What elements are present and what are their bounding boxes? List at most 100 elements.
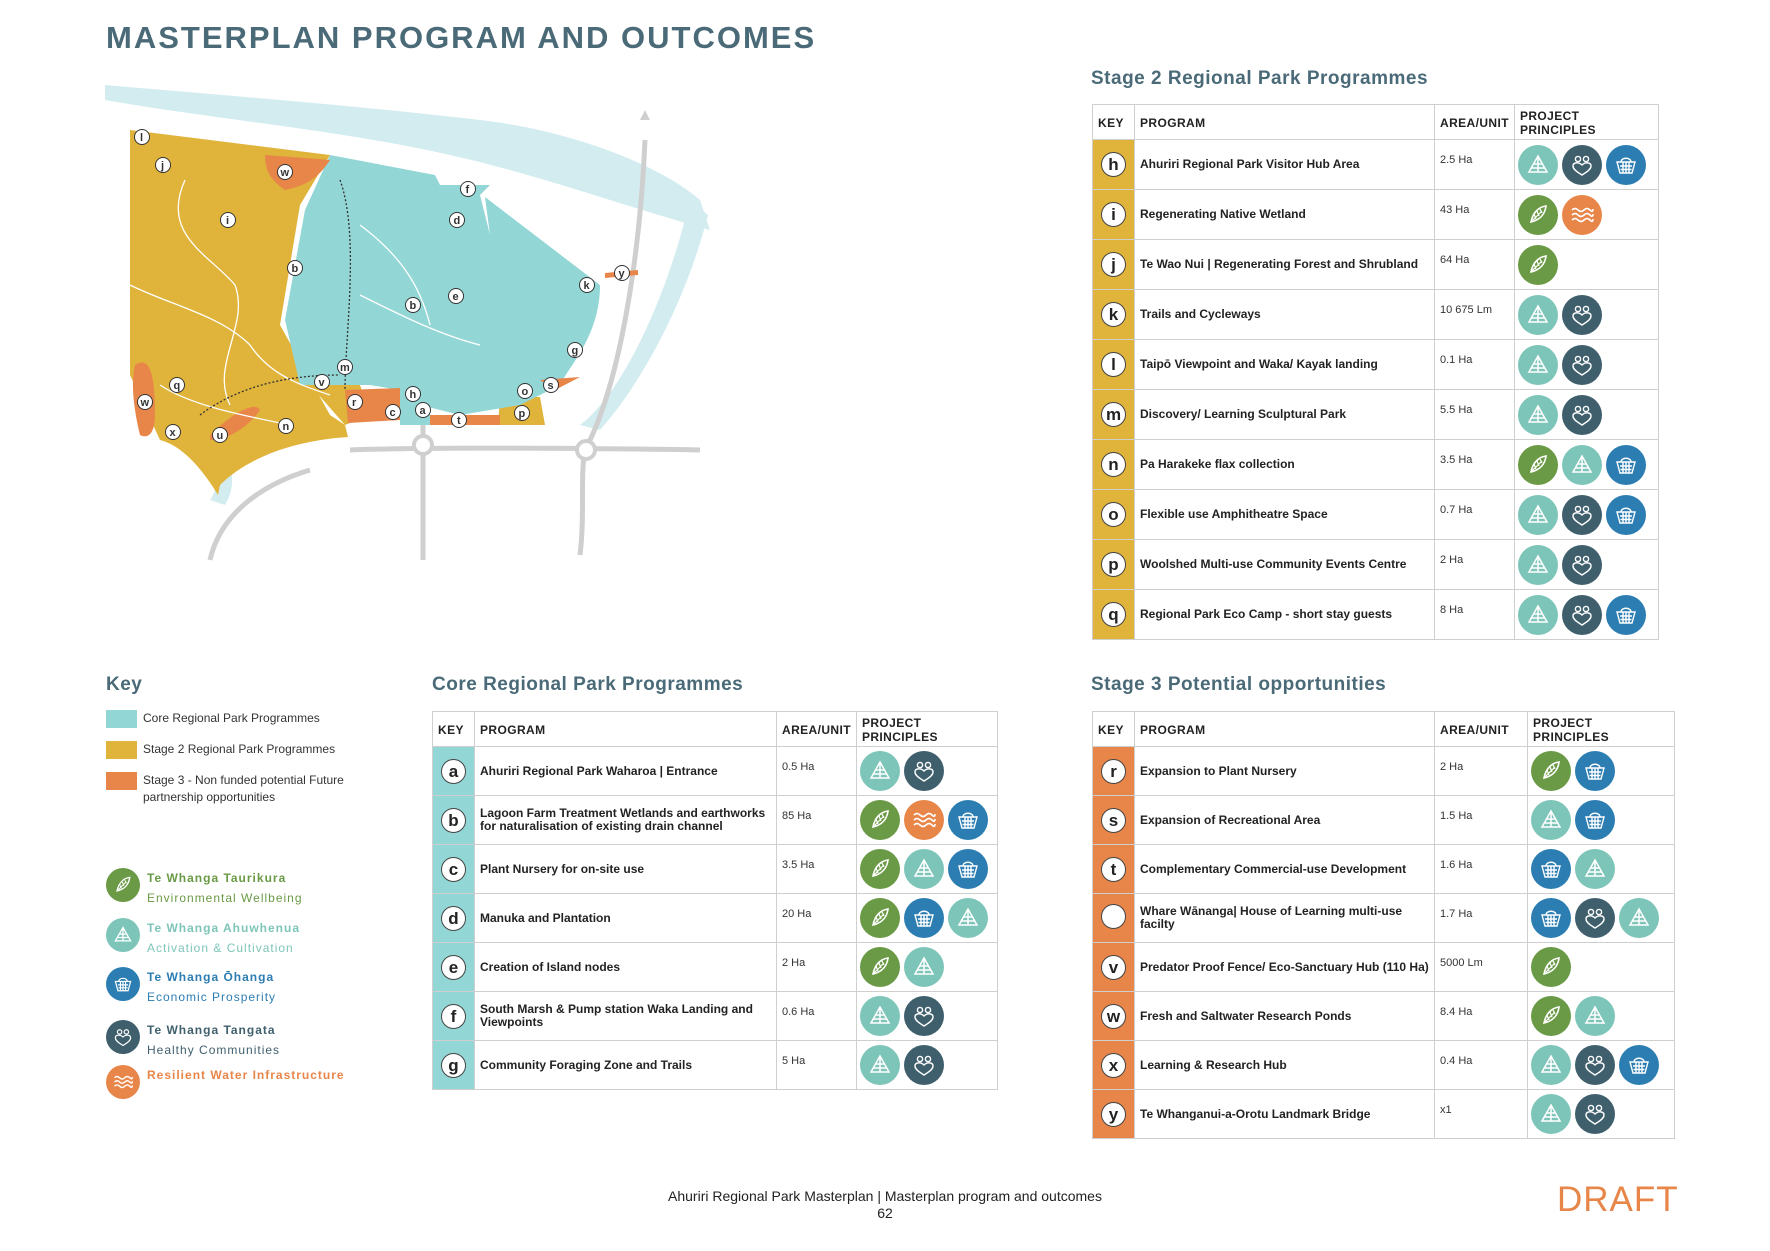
principles-cell <box>1513 239 1660 290</box>
principles-cell <box>1513 589 1660 640</box>
area-unit: 2.5 Ha <box>1434 139 1515 190</box>
map-label-h: h <box>410 389 417 401</box>
program-name: Manuka and Plantation <box>474 893 777 943</box>
principles-cell <box>1513 339 1660 390</box>
table-row: y Te Whanganui-a-Orotu Landmark Bridge x1 <box>1092 1089 1675 1139</box>
principles-cell <box>1513 389 1660 440</box>
triangles-icon <box>1561 444 1602 485</box>
triangles-icon <box>1517 294 1558 335</box>
key-swatch-stage2 <box>106 741 137 759</box>
core-area <box>285 155 600 415</box>
col-principles: PROJECT PRINCIPLES <box>1513 104 1660 140</box>
table-row: n Pa Harakeke flax collection 3.5 Ha <box>1092 439 1660 490</box>
triangles-icon <box>1531 1045 1571 1085</box>
program-name: Expansion to Plant Nursery <box>1134 746 1435 796</box>
map-label-l: l <box>140 132 143 144</box>
principles-cell <box>1527 991 1675 1041</box>
area-unit: 0.1 Ha <box>1434 339 1515 390</box>
key-cell: q <box>1092 589 1135 640</box>
program-name: Learning & Research Hub <box>1134 1040 1435 1090</box>
map-label-r: r <box>352 397 357 409</box>
principles-cell <box>1513 139 1660 190</box>
people-icon <box>1561 344 1602 385</box>
site-map: a b b c d e f g h i j k l m n o p q r s … <box>100 85 800 645</box>
leaf-icon <box>1531 751 1571 791</box>
people-icon <box>1561 594 1602 635</box>
map-label-n: n <box>283 421 290 433</box>
key-letter: s <box>1101 807 1126 833</box>
table-row: e Creation of Island nodes 2 Ha <box>432 942 999 992</box>
area-unit: 64 Ha <box>1434 239 1515 290</box>
area-unit: 0.4 Ha <box>1434 1040 1528 1090</box>
program-name: Plant Nursery for on-site use <box>474 844 777 894</box>
triangles-icon <box>106 918 140 952</box>
key-letter: m <box>1101 402 1126 427</box>
map-label-p: p <box>519 408 526 420</box>
area-unit: 5000 Lm <box>1434 942 1528 992</box>
key-cell: k <box>1092 289 1135 340</box>
basket-icon <box>1605 144 1646 185</box>
key-letter: t <box>1101 856 1126 882</box>
basket-icon <box>106 967 140 1001</box>
map-label-s: s <box>548 380 554 392</box>
basket-icon <box>1531 849 1571 889</box>
map-label-w: w <box>280 167 290 179</box>
principles-cell <box>855 746 999 796</box>
key-letter: y <box>1101 1101 1126 1127</box>
program-name: Expansion of Recreational Area <box>1134 795 1435 845</box>
stage3-title: Stage 3 Potential opportunities <box>1091 674 1387 695</box>
triangles-icon <box>1531 800 1571 840</box>
river-top <box>105 85 710 230</box>
key-label-stage3: Stage 3 - Non funded potential Future pa… <box>143 773 344 804</box>
map-label-f: f <box>466 184 470 196</box>
key-cell: h <box>1092 139 1135 190</box>
col-program: PROGRAM <box>1134 711 1435 747</box>
table-row: l Taipō Viewpoint and Waka/ Kayak landing… <box>1092 339 1660 390</box>
program-name: Complementary Commercial-use Development <box>1134 844 1435 894</box>
principles-cell <box>1527 942 1675 992</box>
table-row: k Trails and Cycleways 10 675 Lm <box>1092 289 1660 340</box>
key-letter: q <box>1101 602 1126 627</box>
people-icon <box>1575 1045 1615 1085</box>
stage2-area <box>130 130 348 495</box>
triangles-icon <box>903 947 944 987</box>
program-name: Regional Park Eco Camp - short stay gues… <box>1134 589 1435 640</box>
area-unit: 0.7 Ha <box>1434 489 1515 540</box>
page-title: MASTERPLAN PROGRAM AND OUTCOMES <box>106 20 817 55</box>
leaf-icon <box>1517 194 1558 235</box>
map-label-m: m <box>340 362 350 374</box>
program-name: Predator Proof Fence/ Eco-Sanctuary Hub … <box>1134 942 1435 992</box>
key-letter: r <box>1101 758 1126 784</box>
key-cell: g <box>432 1040 475 1090</box>
legend-name: Te Whanga Ahuwhenua <box>147 921 300 935</box>
triangles-icon <box>1575 849 1615 889</box>
area-unit: 8 Ha <box>1434 589 1515 640</box>
key-label-stage2: Stage 2 Regional Park Programmes <box>143 742 336 756</box>
legend-name: Te Whanga Ōhanga <box>147 970 275 984</box>
legend-name: Te Whanga Tangata <box>147 1023 276 1037</box>
basket-icon <box>1605 594 1646 635</box>
legend-sub: Healthy Communities <box>147 1043 281 1057</box>
table-row: v Predator Proof Fence/ Eco-Sanctuary Hub… <box>1092 942 1675 992</box>
program-name: South Marsh & Pump station Waka Landing … <box>474 991 777 1041</box>
area-unit: 1.5 Ha <box>1434 795 1528 845</box>
key-cell: a <box>432 746 475 796</box>
table-row: j Te Wao Nui | Regenerating Forest and Sh… <box>1092 239 1660 290</box>
people-icon <box>1575 898 1615 938</box>
key-letter: n <box>1101 452 1126 477</box>
triangles-icon <box>1575 996 1615 1036</box>
key-letter: c <box>441 856 466 882</box>
key-letter <box>1101 904 1126 929</box>
waves-icon <box>106 1065 140 1099</box>
key-letter: p <box>1101 552 1126 577</box>
map-label-w: w <box>140 397 150 409</box>
key-swatch-stage3 <box>106 772 137 790</box>
table-row: s Expansion of Recreational Area 1.5 Ha <box>1092 795 1675 845</box>
program-name: Ahuriri Regional Park Waharoa | Entrance <box>474 746 777 796</box>
map-label-q: q <box>174 380 181 392</box>
program-name: Creation of Island nodes <box>474 942 777 992</box>
people-icon <box>1575 1094 1615 1134</box>
triangles-icon <box>947 898 988 938</box>
col-principles: PROJECT PRINCIPLES <box>1527 711 1675 747</box>
people-icon <box>903 751 944 791</box>
